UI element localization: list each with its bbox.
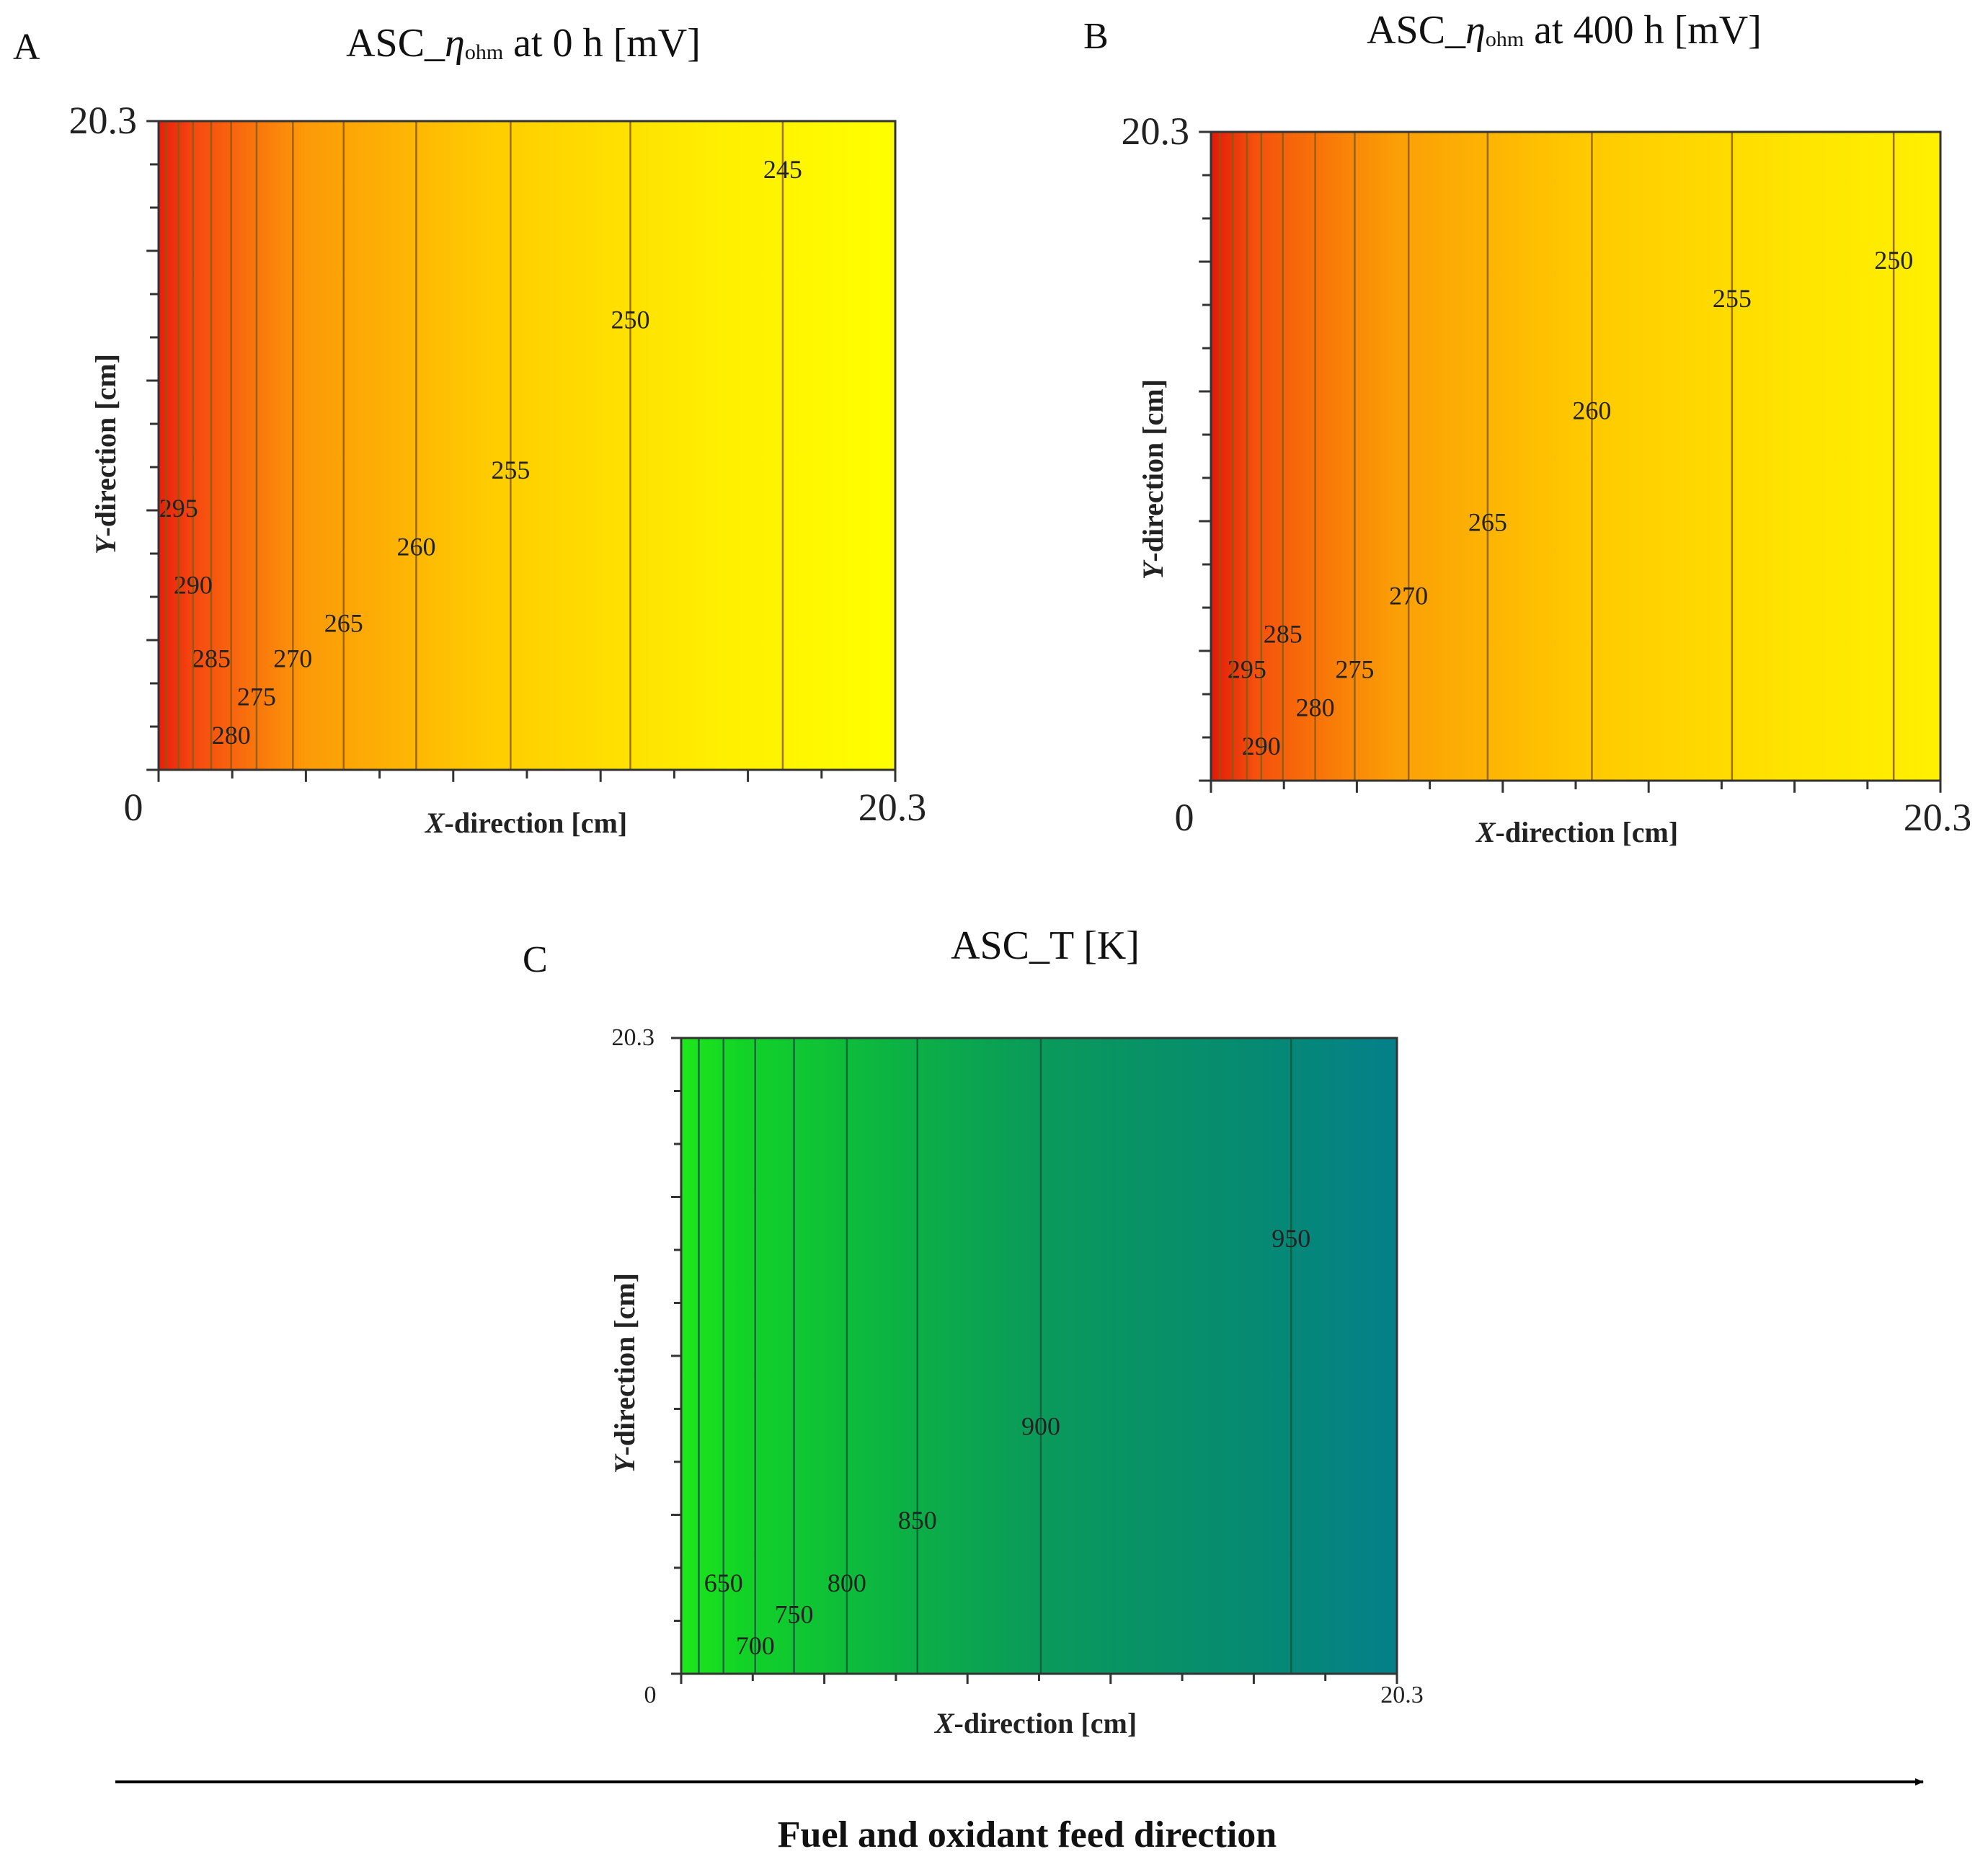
contour-label-285: 285 <box>1264 620 1303 649</box>
contour-label-800: 800 <box>827 1569 866 1597</box>
contour-label-260: 260 <box>396 532 435 561</box>
panel-b-letter: B <box>1083 16 1109 57</box>
panel-c-y-axis-label: Y-direction [cm] <box>608 1273 641 1473</box>
contour-label-255: 255 <box>491 456 530 484</box>
contour-label-245: 245 <box>763 155 802 184</box>
panel-c-letter: C <box>523 939 548 980</box>
contour-label-265: 265 <box>324 609 363 638</box>
panel-a-plot-area <box>159 121 895 770</box>
contour-label-260: 260 <box>1572 396 1611 425</box>
panel-b-x-max-label: 20.3 <box>1904 796 1972 839</box>
panel-a-contours: 245 250 255 260 265 270 275 280 285 290 295 <box>159 121 802 770</box>
panel-c-title: ASC_T [K] <box>951 923 1140 968</box>
contour-label-290: 290 <box>174 570 213 599</box>
panel-b-x-axis-label: X-direction [cm] <box>1475 816 1678 848</box>
contour-label-280: 280 <box>212 721 251 750</box>
contour-label-650: 650 <box>704 1569 743 1597</box>
panel-a: A ASC_ηohm at 0 h [mV] 245 250 255 260 265 27… <box>13 21 926 839</box>
contour-label-275: 275 <box>237 683 276 711</box>
panel-a-y-axis-label: Y-direction [cm] <box>89 354 122 554</box>
contour-label-280: 280 <box>1296 693 1335 722</box>
feed-direction: Fuel and oxidant feed direction <box>115 1778 1924 1855</box>
contour-label-700: 700 <box>736 1631 775 1660</box>
panel-c-ticks <box>671 1037 1398 1684</box>
panel-c-plot-area <box>681 1038 1397 1674</box>
contour-label-285: 285 <box>192 644 231 673</box>
contour-label-290: 290 <box>1242 732 1281 760</box>
panel-a-title: ASC_ηohm at 0 h [mV] <box>346 21 701 66</box>
panel-c-y-max-label: 20.3 <box>612 1024 655 1051</box>
contour-label-900: 900 <box>1021 1412 1060 1441</box>
panel-c-x-max-label: 20.3 <box>1380 1682 1424 1708</box>
contour-label-950: 950 <box>1272 1224 1310 1253</box>
panel-a-ticks <box>146 120 897 782</box>
panel-a-x-max-label: 20.3 <box>858 786 927 829</box>
panel-b-y-axis-label: Y-direction [cm] <box>1137 379 1169 580</box>
panel-a-x-min-label: 0 <box>124 786 143 829</box>
contour-label-250: 250 <box>611 305 649 334</box>
contour-label-275: 275 <box>1335 655 1374 683</box>
panel-a-x-axis-label: X-direction [cm] <box>424 807 627 839</box>
contour-label-750: 750 <box>775 1600 814 1628</box>
contour-label-850: 850 <box>898 1506 937 1535</box>
panel-a-letter: A <box>13 27 40 68</box>
panel-b-y-max-label: 20.3 <box>1122 110 1190 153</box>
contour-label-295: 295 <box>159 494 198 523</box>
contour-label-270: 270 <box>273 644 312 673</box>
panel-b-x-min-label: 0 <box>1175 796 1194 839</box>
contour-label-255: 255 <box>1713 284 1752 313</box>
panel-b-title: ASC_ηohm at 400 h [mV] <box>1367 8 1762 53</box>
contour-label-265: 265 <box>1468 507 1507 536</box>
contour-label-270: 270 <box>1389 581 1428 610</box>
contour-label-250: 250 <box>1874 246 1913 275</box>
panel-a-y-max-label: 20.3 <box>69 99 138 142</box>
panel-b: B ASC_ηohm at 400 h [mV] 250 255 260 265 270… <box>1083 8 1971 848</box>
panel-c-x-axis-label: X-direction [cm] <box>933 1707 1137 1739</box>
panel-b-ticks <box>1199 130 1942 793</box>
contour-label-295: 295 <box>1228 655 1266 683</box>
panel-b-plot-area <box>1211 132 1940 781</box>
panel-c-x-min-label: 0 <box>644 1682 657 1708</box>
feed-direction-label: Fuel and oxidant feed direction <box>778 1814 1277 1855</box>
